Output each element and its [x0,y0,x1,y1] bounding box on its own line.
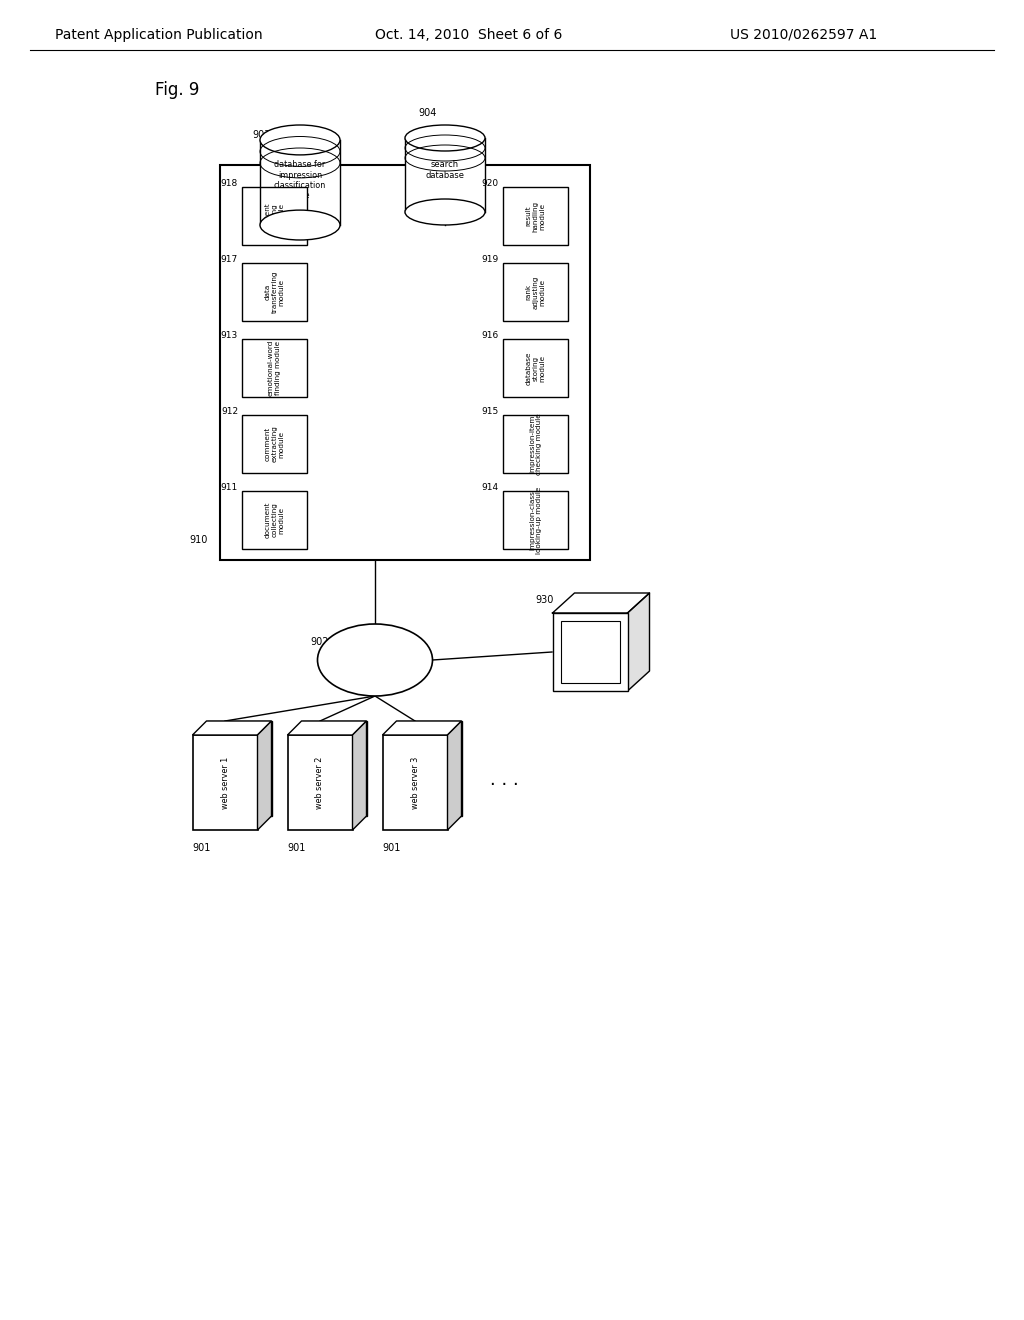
FancyBboxPatch shape [383,735,447,830]
Text: 901: 901 [382,843,400,853]
Text: data
transferring
module: data transferring module [264,271,285,313]
Ellipse shape [406,125,485,150]
FancyBboxPatch shape [242,414,307,473]
Text: search
database: search database [426,160,465,180]
Text: 918: 918 [221,178,238,187]
Ellipse shape [260,125,340,154]
Text: 913: 913 [221,330,238,339]
Polygon shape [257,721,271,830]
Text: web server 2: web server 2 [315,756,325,809]
Polygon shape [288,721,367,735]
Text: 902: 902 [310,638,329,647]
Text: web server 3: web server 3 [411,756,420,809]
Text: 912: 912 [221,407,238,416]
Ellipse shape [406,199,485,224]
Text: 920: 920 [482,178,499,187]
Text: rank
adjusting
module: rank adjusting module [525,276,546,309]
FancyBboxPatch shape [503,339,568,397]
Text: web server 1: web server 1 [220,756,229,809]
Text: document
collecting
module: document collecting module [264,502,285,539]
Text: 916: 916 [481,330,499,339]
FancyBboxPatch shape [207,721,271,816]
Text: database for
impression
classification
table: database for impression classification t… [273,160,326,201]
FancyBboxPatch shape [242,187,307,246]
Text: US 2010/0262597 A1: US 2010/0262597 A1 [730,28,878,42]
Polygon shape [628,593,649,690]
Text: comment
extracting
module: comment extracting module [264,425,285,462]
Text: result
handling
module: result handling module [525,201,546,231]
Polygon shape [193,721,271,735]
Text: · · ·: · · · [490,776,519,795]
FancyBboxPatch shape [503,187,568,246]
Text: 917: 917 [221,255,238,264]
Text: 901: 901 [287,843,305,853]
Text: Fig. 9: Fig. 9 [155,81,200,99]
FancyBboxPatch shape [220,165,590,560]
FancyBboxPatch shape [503,414,568,473]
Ellipse shape [260,210,340,240]
FancyBboxPatch shape [193,735,257,830]
FancyBboxPatch shape [301,721,367,816]
Polygon shape [406,139,485,213]
Text: content
finding
module: content finding module [264,202,285,230]
FancyBboxPatch shape [242,263,307,321]
Text: telecommunications
network: telecommunications network [334,644,416,664]
Text: 915: 915 [481,407,499,416]
Text: impression-item
checking module: impression-item checking module [529,413,542,475]
Text: Oct. 14, 2010  Sheet 6 of 6: Oct. 14, 2010 Sheet 6 of 6 [375,28,562,42]
Text: 919: 919 [481,255,499,264]
Text: emotional-word
finding module: emotional-word finding module [268,339,281,396]
Text: Patent Application Publication: Patent Application Publication [55,28,262,42]
Text: 910: 910 [189,535,208,545]
FancyBboxPatch shape [242,339,307,397]
Polygon shape [383,721,462,735]
Text: 911: 911 [221,483,238,491]
FancyBboxPatch shape [288,735,352,830]
Text: 930: 930 [535,595,553,605]
Text: 914: 914 [482,483,499,491]
Text: impression-class
looking-up module: impression-class looking-up module [529,486,542,553]
FancyBboxPatch shape [503,491,568,549]
Polygon shape [553,593,649,612]
Polygon shape [447,721,462,830]
Text: database
storing
module: database storing module [525,351,546,384]
Text: 904: 904 [419,108,437,117]
FancyBboxPatch shape [553,612,628,690]
FancyBboxPatch shape [503,263,568,321]
FancyBboxPatch shape [560,620,620,682]
Polygon shape [352,721,367,830]
FancyBboxPatch shape [242,491,307,549]
Ellipse shape [317,624,432,696]
Text: 901: 901 [193,843,210,853]
Polygon shape [260,140,340,224]
FancyBboxPatch shape [396,721,462,816]
Text: 903: 903 [252,129,270,140]
